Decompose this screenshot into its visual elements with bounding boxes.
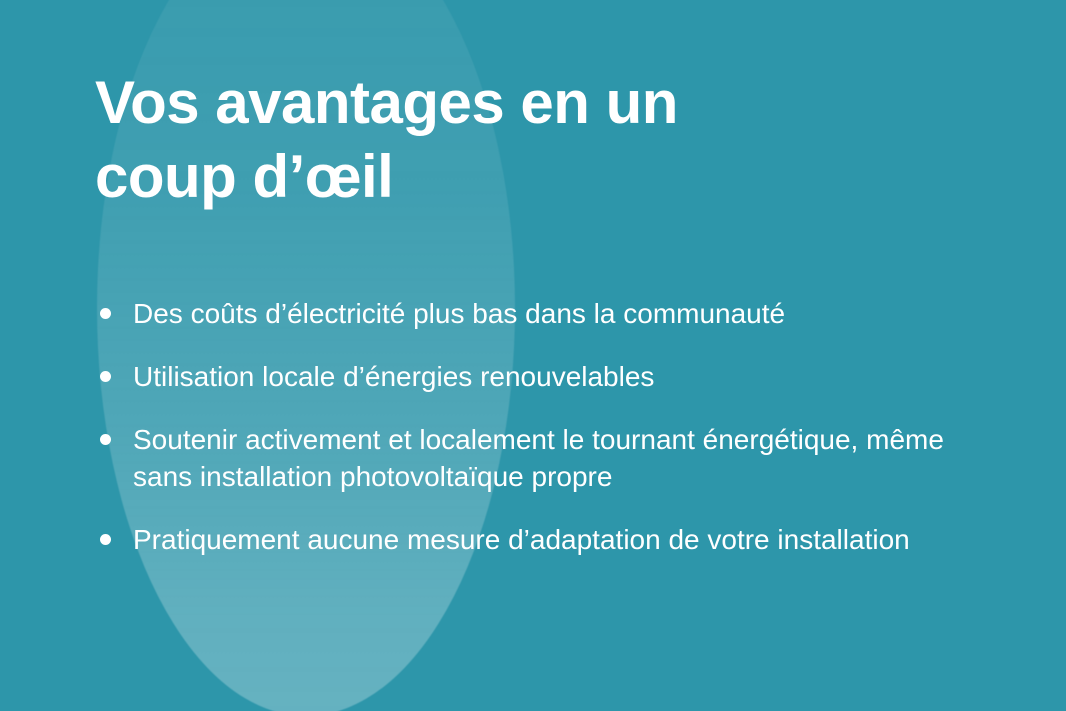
page-title: Vos avantages en un coup d’œil (95, 69, 678, 210)
bullet-list: Des coûts d’électricité plus bas dans la… (100, 295, 990, 584)
list-item: Des coûts d’électricité plus bas dans la… (100, 295, 990, 332)
highlight-ellipse-decoration (97, 0, 515, 711)
bullet-text: Des coûts d’électricité plus bas dans la… (133, 298, 786, 329)
bullet-marker (100, 534, 111, 545)
list-item: Utilisation locale d’énergies renouvelab… (100, 358, 990, 395)
bullet-text: Soutenir activement et localement le tou… (133, 424, 944, 492)
bullet-marker (100, 308, 111, 319)
bullet-marker (100, 434, 111, 445)
list-item: Soutenir activement et localement le tou… (100, 421, 990, 495)
bullet-text: Pratiquement aucune mesure d’adaptation … (133, 524, 910, 555)
bullet-marker (100, 371, 111, 382)
bullet-text: Utilisation locale d’énergies renouvelab… (133, 361, 655, 392)
list-item: Pratiquement aucune mesure d’adaptation … (100, 521, 990, 558)
